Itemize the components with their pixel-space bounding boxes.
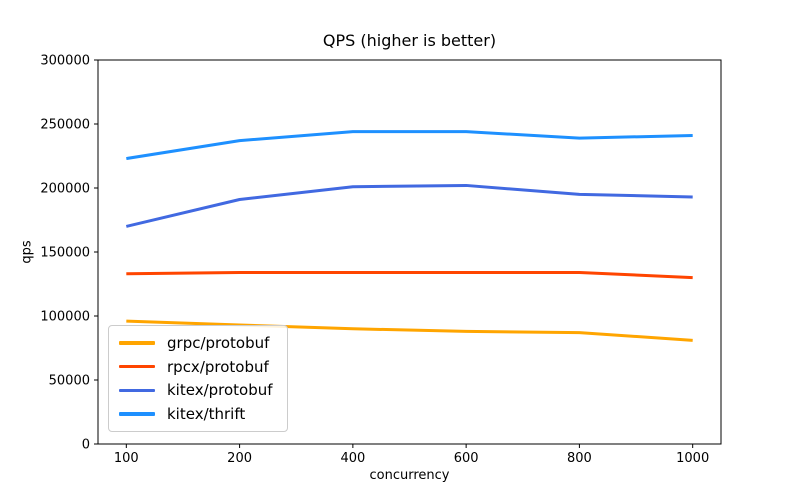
legend-label: kitex/protobuf	[167, 381, 273, 400]
legend-label: rpcx/protobuf	[167, 357, 269, 376]
x-tick-label: 800	[567, 451, 592, 466]
legend-item-grpc-protobuf: grpc/protobuf	[119, 334, 277, 352]
y-axis-label: qps	[19, 240, 35, 264]
y-tick-label: 50000	[49, 374, 90, 389]
series-line-kitex-protobuf	[125, 183, 693, 228]
x-tick-label: 400	[340, 451, 365, 466]
series-line-grpc-protobuf	[126, 319, 693, 342]
y-tick-label: 250000	[40, 118, 90, 133]
legend-label: kitex/thrift	[167, 405, 246, 424]
legend-line-swatch	[119, 364, 155, 369]
x-tick-label: 600	[454, 451, 479, 466]
legend-line-swatch	[119, 412, 155, 416]
chart-title: QPS (higher is better)	[322, 31, 497, 50]
y-tick-label: 300000	[40, 54, 90, 69]
x-tick-label: 100	[114, 451, 139, 466]
y-tick-label: 0	[82, 438, 90, 453]
series-line-kitex-thrift	[126, 130, 693, 161]
x-axis-label: concurrency	[369, 468, 450, 483]
legend-item-rpcx-protobuf: rpcx/protobuf	[119, 358, 277, 376]
y-tick-label: 150000	[40, 246, 90, 261]
x-tick-label: 200	[227, 451, 252, 466]
legend-line-swatch	[119, 388, 155, 393]
x-tick-label: 1000	[676, 451, 709, 466]
legend-item-kitex-thrift: kitex/thrift	[119, 405, 277, 423]
legend-item-kitex-protobuf: kitex/protobuf	[119, 381, 277, 399]
series-line-rpcx-protobuf	[126, 270, 693, 280]
legend-label: grpc/protobuf	[167, 333, 270, 352]
y-tick-label: 200000	[40, 182, 90, 197]
legend: grpc/protobuf rpcx/protobuf kitex/protob…	[108, 325, 288, 432]
y-tick-label: 100000	[40, 310, 90, 325]
legend-line-swatch	[119, 341, 155, 345]
